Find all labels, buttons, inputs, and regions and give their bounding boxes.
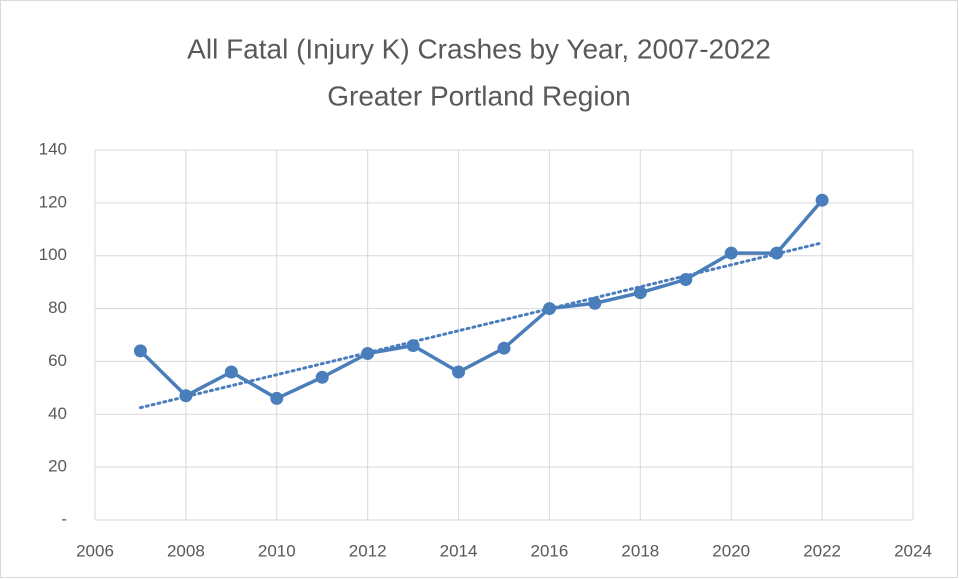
y-tick-label: 100 (39, 245, 67, 264)
y-tick-label: 60 (48, 351, 67, 370)
point (315, 370, 329, 384)
point (542, 302, 556, 316)
point (497, 341, 511, 355)
trendline (138, 241, 824, 410)
y-tick-label: 40 (48, 404, 67, 423)
series-line (139, 199, 824, 401)
y-tick-label: 140 (39, 139, 67, 158)
x-tick-label: 2010 (258, 541, 296, 560)
point (724, 246, 738, 260)
x-tick-label: 2008 (167, 541, 205, 560)
x-tick-label: 2020 (712, 541, 750, 560)
point (452, 365, 466, 379)
point (133, 344, 147, 358)
point (224, 365, 238, 379)
chart-subtitle: Greater Portland Region (327, 80, 631, 111)
x-tick-label: 2006 (76, 541, 114, 560)
x-tick-label: 2012 (349, 541, 387, 560)
y-tick-label: 20 (48, 457, 67, 476)
x-tick-label: 2024 (894, 541, 932, 560)
point (361, 347, 375, 360)
point (679, 273, 693, 286)
point (770, 246, 784, 260)
y-tick-label: - (61, 509, 67, 528)
x-tick-label: 2016 (531, 541, 569, 560)
point (179, 389, 193, 403)
y-tick-label: 120 (39, 192, 67, 211)
point (406, 339, 420, 353)
y-tick-label: 80 (48, 298, 67, 317)
x-tick-label: 2022 (803, 541, 841, 560)
point (633, 286, 647, 300)
point (815, 193, 829, 207)
x-tick-label: 2018 (621, 541, 659, 560)
chart-title: All Fatal (Injury K) Crashes by Year, 20… (187, 33, 771, 64)
point (588, 296, 602, 310)
x-tick-label: 2014 (440, 541, 478, 560)
point (270, 391, 284, 405)
